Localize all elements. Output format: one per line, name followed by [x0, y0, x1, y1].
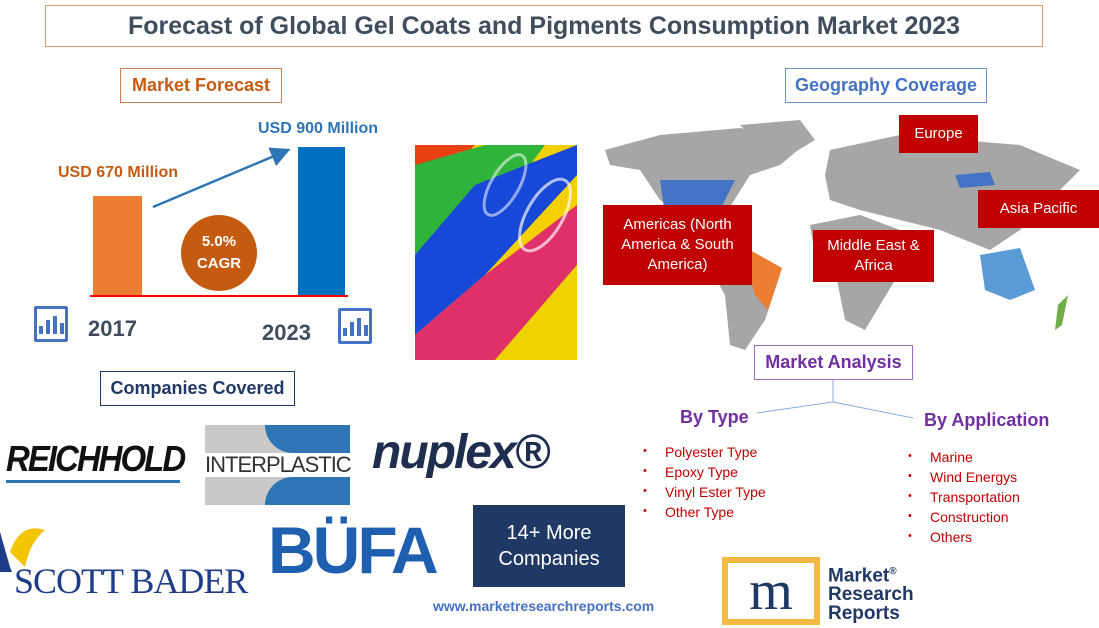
reichhold-logo: REICHHOLD [6, 438, 186, 483]
by-type-heading: By Type [680, 407, 749, 427]
year-start: 2017 [88, 316, 137, 341]
geography-coverage-heading: Geography Coverage [785, 68, 987, 103]
list-item: Others [908, 529, 1020, 549]
list-item: Marine [908, 449, 1020, 469]
bar-chart-icon [34, 306, 68, 342]
region-middle-east-africa: Middle East & Africa [813, 230, 934, 282]
application-list: Marine Wind Energys Transportation Const… [908, 449, 1020, 549]
by-application-heading: By Application [924, 410, 1050, 430]
scott-bader-logo: SCOTT BADER [0, 522, 252, 601]
cagr-badge: 5.0% CAGR [181, 215, 257, 291]
baseline [90, 295, 348, 297]
bar-2023 [298, 147, 345, 295]
region-asia-pacific: Asia Pacific [978, 190, 1099, 228]
bar-2017 [93, 196, 142, 295]
pigment-powder-photo [415, 145, 577, 360]
bar-chart-icon [338, 308, 372, 344]
page-title: Forecast of Global Gel Coats and Pigment… [45, 5, 1043, 47]
mrr-logo-mark: m [722, 557, 820, 625]
region-europe: Europe [899, 115, 978, 153]
website-link[interactable]: www.marketresearchreports.com [433, 598, 655, 614]
cagr-value: 5.0% [201, 233, 237, 250]
analysis-tree-connector [756, 380, 914, 419]
list-item: Transportation [908, 489, 1020, 509]
bufa-logo: BÜFA [268, 513, 439, 587]
list-item: Polyester Type [643, 444, 766, 464]
list-item: Epoxy Type [643, 464, 766, 484]
interplastic-logo: INTERPLASTIC [205, 425, 352, 505]
more-companies-line1: 14+ More [506, 522, 592, 544]
type-list: Polyester Type Epoxy Type Vinyl Ester Ty… [643, 444, 766, 524]
list-item: Vinyl Ester Type [643, 484, 766, 504]
market-analysis-heading: Market Analysis [754, 345, 913, 380]
list-item: Wind Energys [908, 469, 1020, 489]
more-companies-line2: Companies [498, 548, 600, 570]
end-value-label: USD 900 Million [258, 120, 379, 137]
market-forecast-heading: Market Forecast [120, 68, 282, 103]
growth-arrow-icon [152, 147, 291, 209]
nuplex-logo: nuplex® [372, 426, 550, 479]
start-value-label: USD 670 Million [58, 164, 179, 181]
year-end: 2023 [262, 320, 311, 345]
list-item: Construction [908, 509, 1020, 529]
cagr-label: CAGR [196, 255, 242, 272]
list-item: Other Type [643, 504, 766, 524]
region-americas: Americas (North America & South America) [603, 205, 752, 285]
mrr-logo-text: Market® Research Reports [828, 565, 914, 625]
companies-covered-heading: Companies Covered [100, 371, 295, 406]
more-companies-box: 14+ More Companies [473, 505, 625, 587]
